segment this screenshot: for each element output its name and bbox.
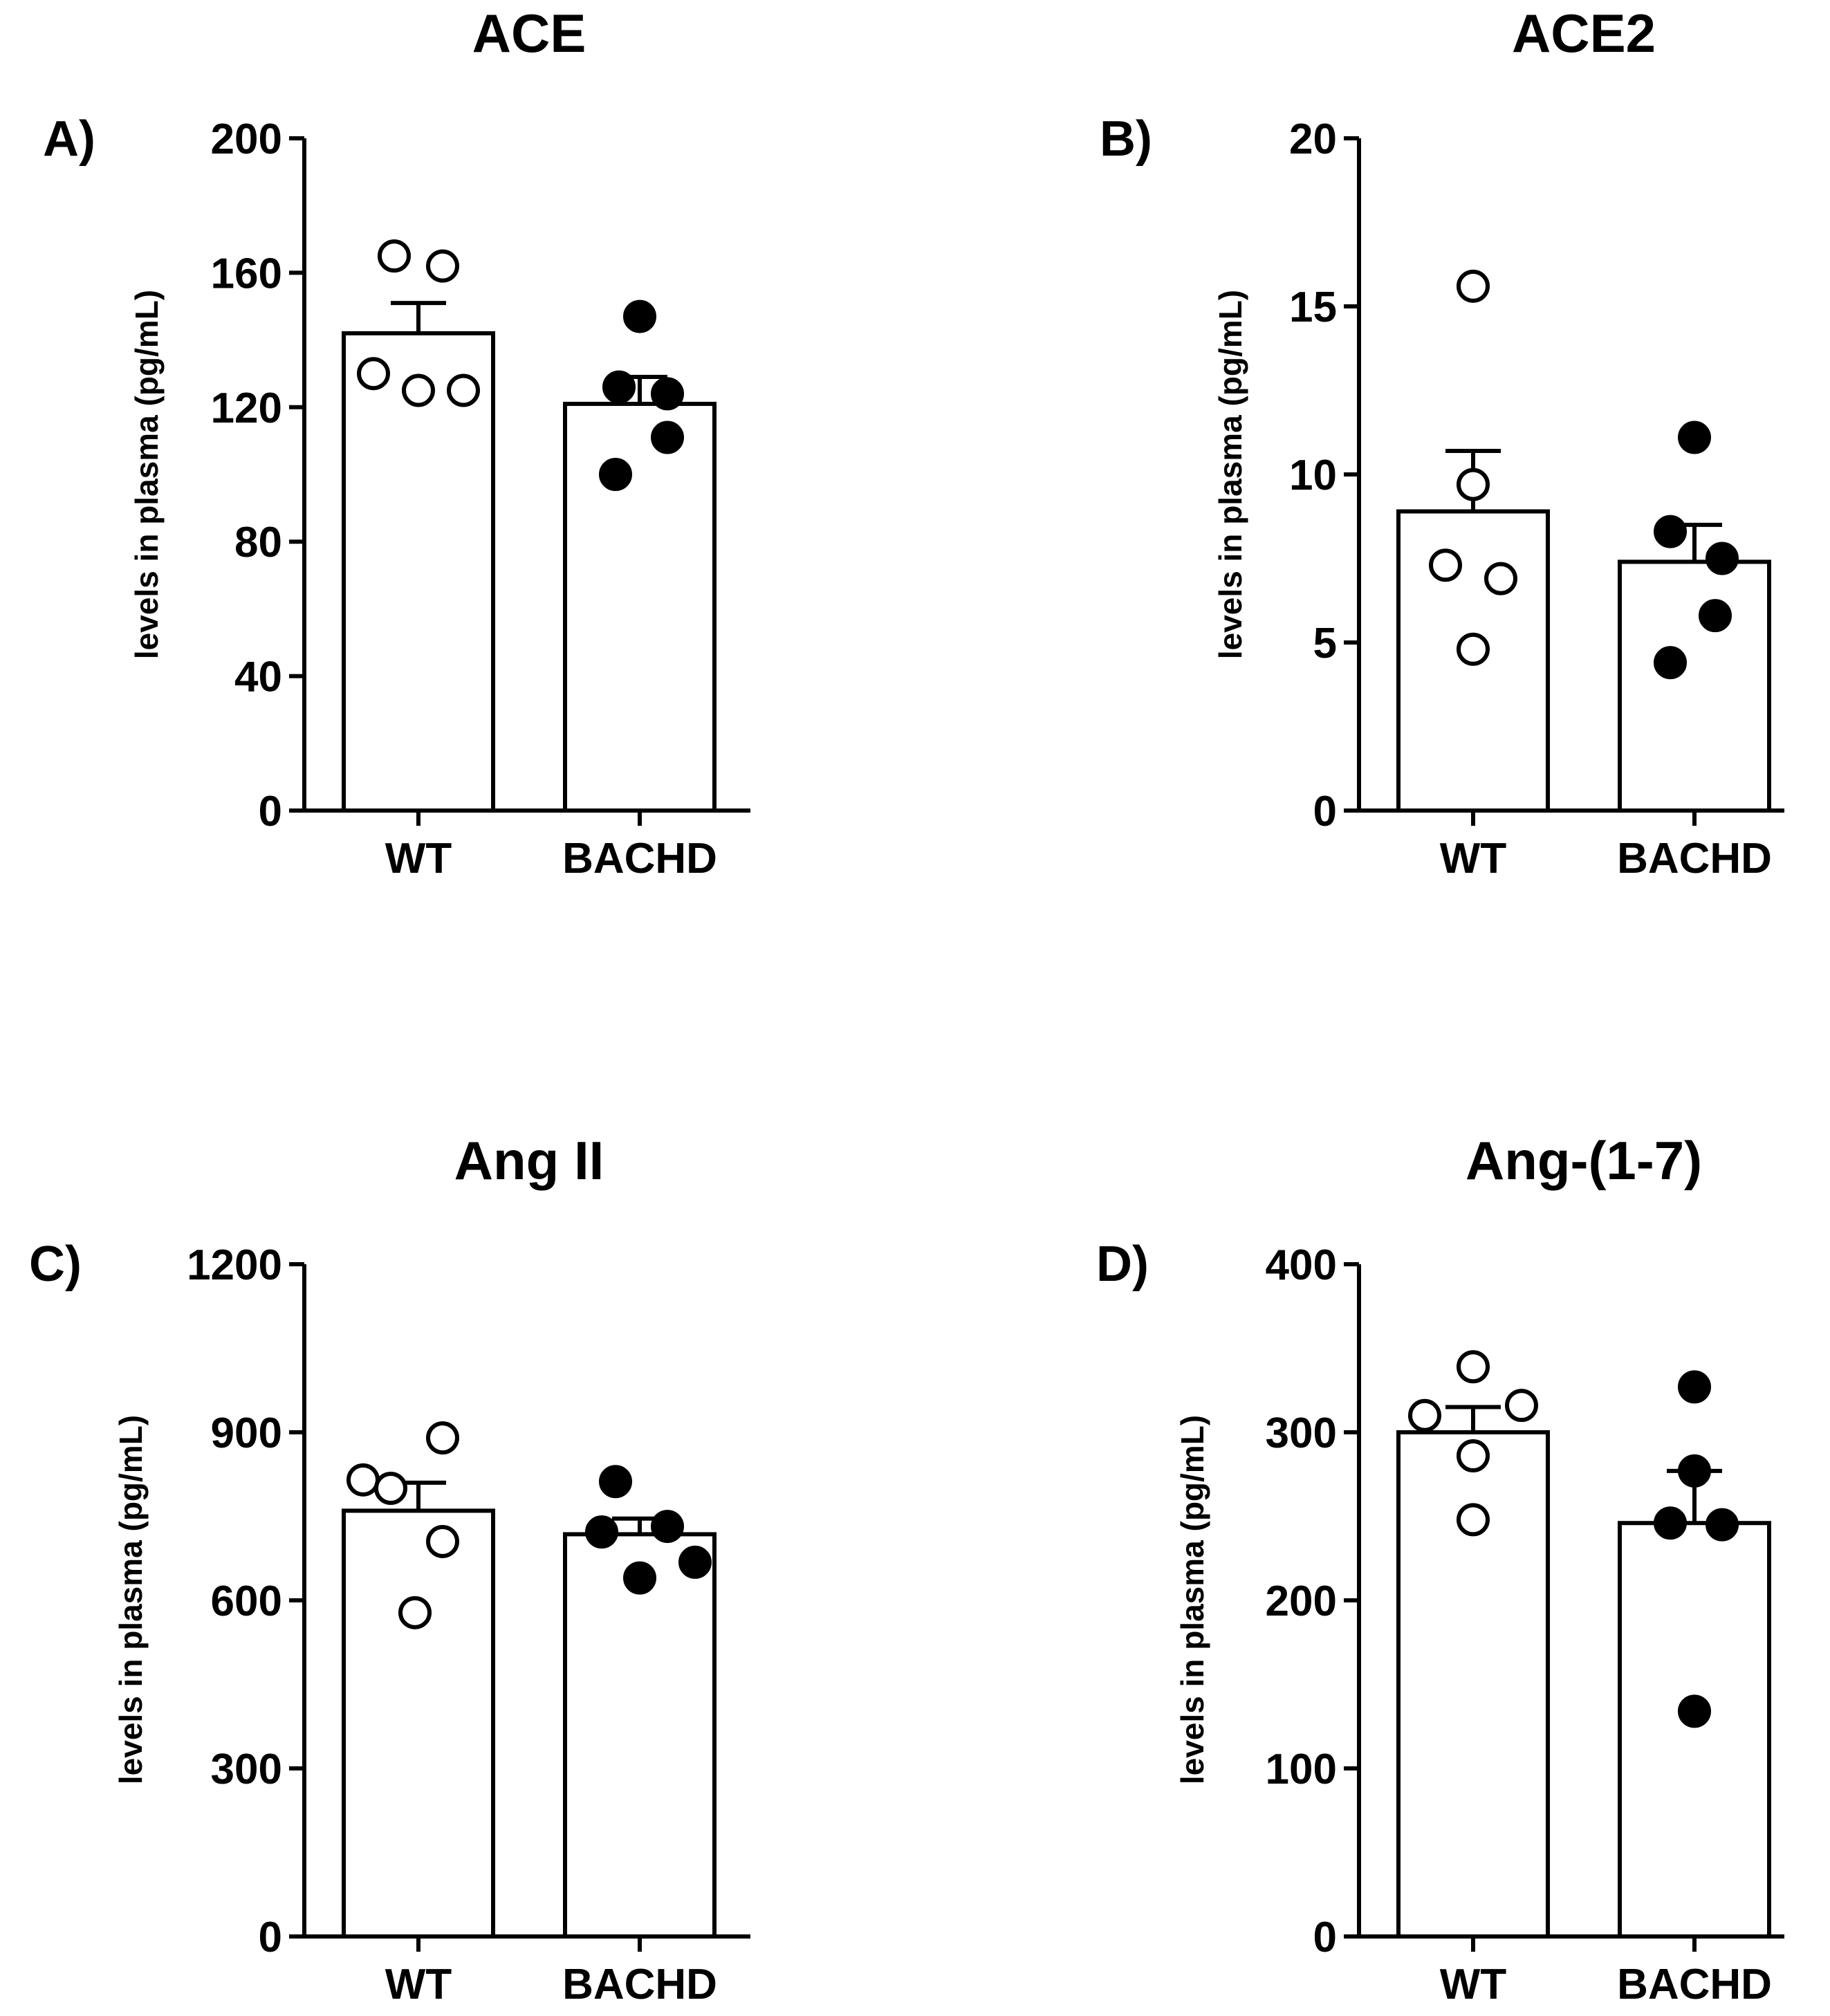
panel-1: ACE A) levels in plasma (pg/mL) 0 40 80 120 160… (43, 3, 750, 882)
data-point-wt (374, 1472, 407, 1505)
y-tick-label: 40 (234, 654, 282, 701)
y-tick-label: 160 (211, 250, 282, 297)
y-tick-label: 0 (1313, 1914, 1337, 1961)
data-point-wt (1457, 1439, 1490, 1473)
x-tick-label-bachd: BACHD (1617, 835, 1772, 882)
data-point-bachd (1706, 1508, 1739, 1542)
y-tick-label: 1200 (187, 1241, 282, 1289)
data-point-bachd (585, 1515, 618, 1549)
y-tick-label: 300 (211, 1746, 282, 1793)
y-tick-label: 5 (1313, 620, 1337, 667)
bar-bachd (1618, 560, 1771, 813)
data-point-bachd (602, 370, 636, 404)
data-point-wt (1457, 468, 1490, 501)
chart-title: Ang-(1-7) (1466, 1130, 1702, 1191)
panel-label: B) (1100, 111, 1152, 167)
y-tick-label: 200 (211, 115, 282, 163)
y-tick-label: 300 (1266, 1409, 1337, 1457)
data-point-wt (447, 373, 480, 407)
data-point-wt (426, 1421, 459, 1455)
y-tick-label: 600 (211, 1578, 282, 1625)
y-tick-label: 0 (259, 1914, 282, 1961)
data-point-bachd (1699, 599, 1732, 633)
data-point-bachd (1678, 1694, 1711, 1728)
chart-title: Ang II (454, 1130, 604, 1191)
y-tick-label: 100 (1266, 1746, 1337, 1793)
data-point-wt (426, 249, 459, 283)
data-point-wt (1408, 1398, 1441, 1432)
y-axis-label: levels in plasma (pg/mL) (113, 1415, 149, 1784)
y-tick-label: 400 (1266, 1241, 1337, 1289)
data-point-wt (378, 239, 411, 273)
data-point-wt (402, 373, 435, 407)
bar-bachd (563, 1532, 717, 1939)
data-point-bachd (1678, 420, 1711, 454)
data-point-wt (1484, 562, 1517, 595)
y-tick-label: 0 (1313, 788, 1337, 835)
data-point-wt (426, 1524, 459, 1558)
data-point-bachd (1706, 542, 1739, 575)
data-point-bachd (1654, 646, 1687, 680)
data-point-wt (1457, 632, 1490, 666)
x-tick-label-bachd: BACHD (1617, 1961, 1772, 2008)
y-axis-label: levels in plasma (pg/mL) (1174, 1415, 1210, 1784)
bar-wt (342, 331, 495, 813)
data-point-wt (1429, 548, 1462, 582)
panel-label: A) (43, 111, 95, 167)
data-point-bachd (623, 299, 656, 333)
data-point-wt (1505, 1389, 1538, 1423)
panel-3: Ang II C) levels in plasma (pg/mL) 0 300 600 9… (29, 1130, 750, 2008)
data-point-wt (1457, 1350, 1490, 1384)
bar-bachd (1618, 1521, 1771, 1939)
x-tick-label-wt: WT (1440, 835, 1507, 882)
chart-title: ACE (472, 3, 586, 64)
data-point-bachd (599, 1465, 632, 1499)
data-point-wt (357, 357, 390, 391)
y-tick-label: 900 (211, 1409, 282, 1457)
panel-4: Ang-(1-7) D) levels in plasma (pg/mL) 0 100 2… (1096, 1130, 1784, 2008)
y-axis-label: levels in plasma (pg/mL) (129, 290, 165, 659)
x-tick-label-wt: WT (385, 835, 452, 882)
data-point-bachd (1678, 1370, 1711, 1404)
x-tick-label-wt: WT (385, 1961, 452, 2008)
y-tick-label: 120 (211, 385, 282, 432)
data-point-bachd (651, 1510, 684, 1544)
y-tick-label: 80 (234, 519, 282, 566)
data-point-bachd (651, 377, 684, 411)
data-point-wt (1457, 1503, 1490, 1537)
y-tick-label: 20 (1289, 115, 1337, 163)
data-point-wt (346, 1463, 380, 1497)
y-tick-label: 10 (1289, 452, 1337, 499)
data-point-bachd (651, 420, 684, 454)
bar-wt (342, 1508, 495, 1939)
data-point-bachd (623, 1561, 656, 1595)
data-point-wt (1457, 269, 1490, 303)
y-axis-label: levels in plasma (pg/mL) (1212, 290, 1248, 659)
data-point-bachd (599, 458, 632, 491)
y-tick-label: 15 (1289, 284, 1337, 331)
panel-label: C) (29, 1237, 82, 1292)
data-point-bachd (678, 1545, 712, 1579)
data-point-bachd (1654, 1506, 1687, 1540)
y-tick-label: 0 (259, 788, 282, 835)
y-tick-label: 200 (1266, 1578, 1337, 1625)
x-tick-label-wt: WT (1440, 1961, 1507, 2008)
data-point-bachd (1654, 515, 1687, 548)
x-tick-label-bachd: BACHD (562, 835, 717, 882)
data-point-bachd (1678, 1454, 1711, 1488)
panel-label: D) (1096, 1237, 1149, 1292)
chart-title: ACE2 (1512, 3, 1656, 64)
bar-bachd (563, 401, 717, 813)
data-point-wt (398, 1596, 432, 1629)
panel-2: ACE2 B) levels in plasma (pg/mL) 0 5 10 15 20 WT… (1100, 3, 1784, 882)
x-tick-label-bachd: BACHD (562, 1961, 717, 2008)
